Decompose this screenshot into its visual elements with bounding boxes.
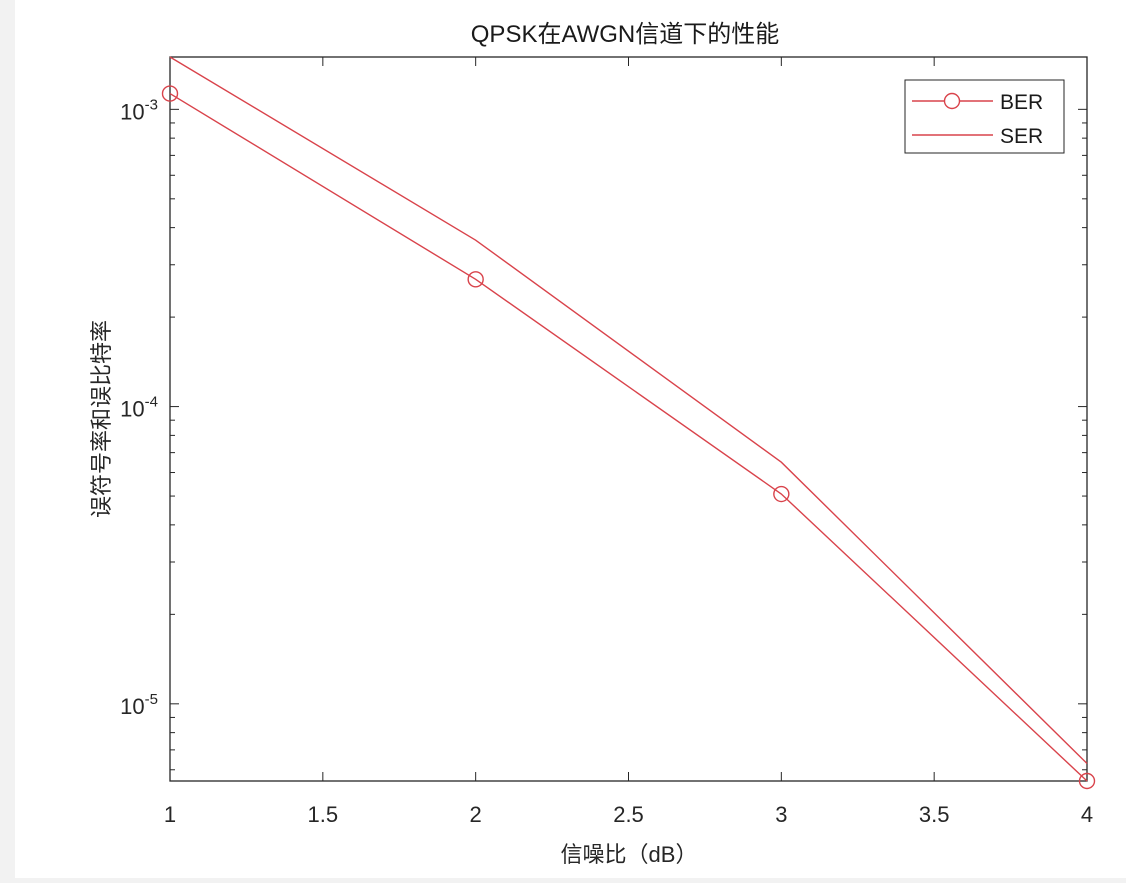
x-tick-label: 2.5 [613,802,644,827]
x-axis-label: 信噪比（dB） [561,842,698,867]
figure-canvas: QPSK在AWGN信道下的性能 1 1.5 2 2.5 3 3.5 4 10-3 10-4 10-… [15,0,1126,878]
y-tick-label: 10-4 [120,394,158,422]
legend-label-ber: BER [1000,91,1043,114]
series-line-ber [169,92,1088,782]
x-tick-label: 3 [775,802,787,827]
axes-box [169,56,1088,782]
plot-area: 1 1.5 2 2.5 3 3.5 4 10-3 10-4 10-5 BER SER [120,56,1096,827]
chart: QPSK在AWGN信道下的性能 1 1.5 2 2.5 3 3.5 4 10-3 10-4 10-… [89,21,1096,867]
data-point-marker [161,85,179,102]
data-point-marker [467,271,484,288]
y-tick-label: 10-5 [120,691,158,719]
chart-title: QPSK在AWGN信道下的性能 [471,21,779,48]
data-point-marker [1078,772,1096,790]
y-axis-label: 误符号率和误比特率 [89,320,114,518]
x-tick-label: 1.5 [308,802,339,827]
x-tick-label: 2 [470,802,482,827]
series-line-ser [169,56,1088,764]
x-tick-label: 4 [1081,802,1093,827]
legend-marker-circle [943,92,961,110]
x-tick-label: 1 [164,802,176,827]
legend: BER SER [904,79,1065,154]
data-point-marker [773,485,790,503]
y-tick-label: 10-3 [120,96,158,124]
legend-label-ser: SER [1000,125,1043,148]
x-tick-label: 3.5 [919,802,950,827]
